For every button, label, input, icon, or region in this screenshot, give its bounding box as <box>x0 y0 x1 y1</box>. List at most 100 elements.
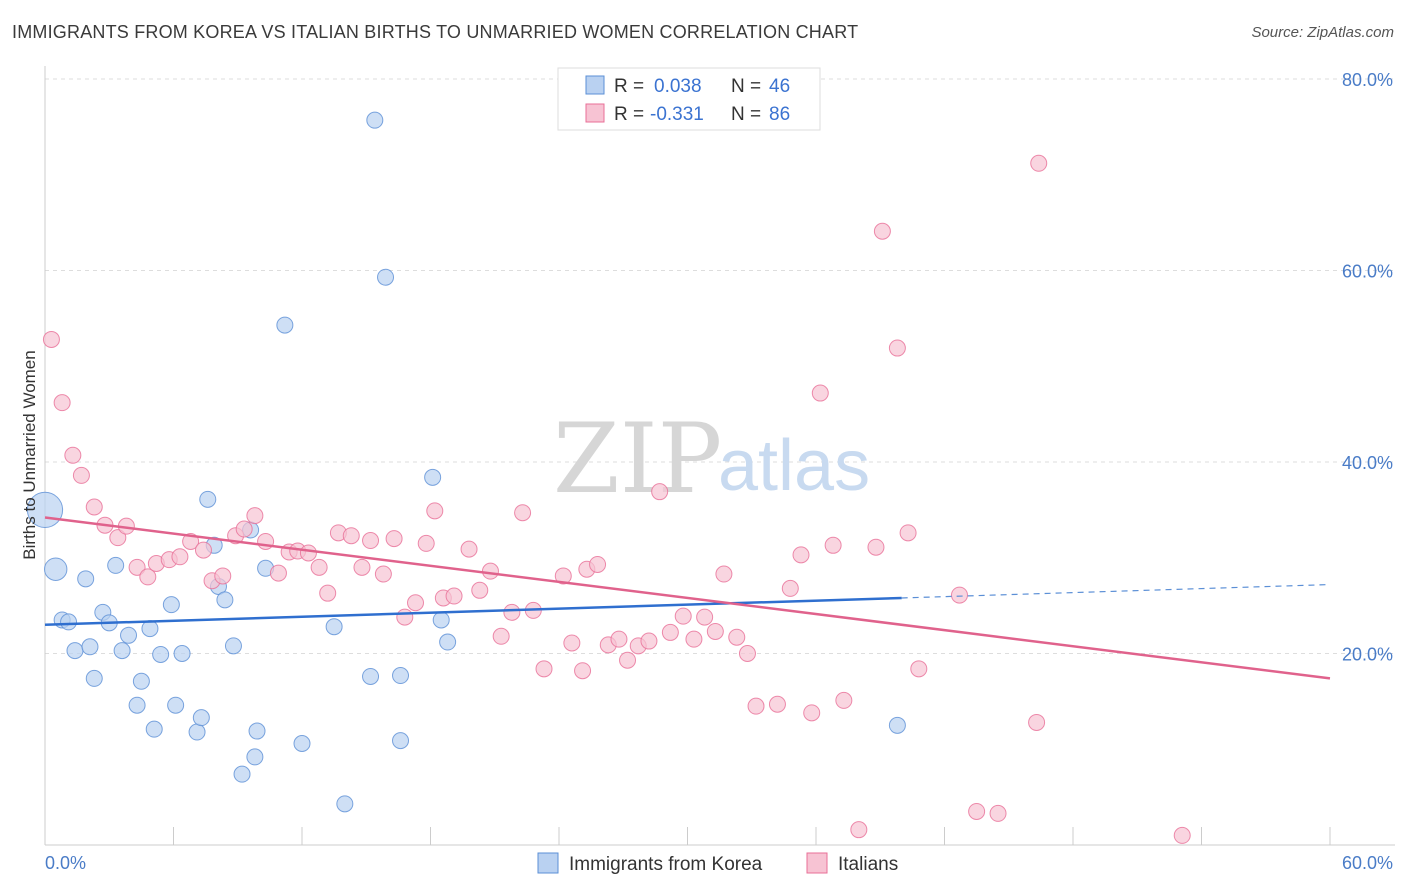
watermark: ZIP atlas <box>553 403 870 515</box>
y-tick-label: 20.0% <box>1342 645 1393 665</box>
italians-point <box>850 821 868 839</box>
italians-point <box>85 498 103 516</box>
italians-point <box>706 622 724 640</box>
italians-point <box>72 466 90 484</box>
legend: R = 0.038 N = 46 R = -0.331 N = 86 <box>557 67 821 131</box>
korea-point <box>162 596 180 614</box>
italians-point <box>824 536 842 554</box>
italians-point <box>674 607 692 625</box>
italians-point <box>619 651 637 669</box>
korea-point <box>366 111 384 129</box>
korea-point <box>120 626 138 644</box>
italians-point <box>407 594 425 612</box>
italians-point <box>747 697 765 715</box>
korea-point <box>77 570 95 588</box>
korea-point <box>85 669 103 687</box>
italians-point <box>640 632 658 650</box>
korea-point <box>128 696 146 714</box>
korea-point <box>888 716 906 734</box>
italians-point <box>246 507 264 525</box>
italians-point <box>299 544 317 562</box>
korea-trend-line <box>44 596 902 627</box>
italians-point <box>589 555 607 573</box>
italians-point <box>269 564 287 582</box>
korea-point <box>246 748 264 766</box>
italians-point <box>471 581 489 599</box>
bottom-legend-swatch-korea <box>537 852 559 874</box>
legend-n-label-1: N = <box>731 76 761 97</box>
italians-point <box>1173 826 1191 844</box>
data-points <box>26 111 1191 844</box>
italians-point <box>715 565 733 583</box>
italians-point <box>235 520 253 538</box>
korea-point <box>132 672 150 690</box>
bottom-legend: Immigrants from Korea Italians <box>537 852 898 875</box>
italians-point <box>867 538 885 556</box>
italians-point <box>385 530 403 548</box>
chart-title: IMMIGRANTS FROM KOREA VS ITALIAN BIRTHS … <box>12 22 859 42</box>
bottom-legend-korea: Immigrants from Korea <box>569 854 763 875</box>
korea-point <box>107 556 125 574</box>
italians-point <box>554 567 572 585</box>
italians-point <box>835 691 853 709</box>
italians-point <box>888 339 906 357</box>
x-tick-label: 0.0% <box>45 853 86 873</box>
korea-point <box>377 268 395 286</box>
italians-point <box>661 623 679 641</box>
italians-point <box>374 565 392 583</box>
italians-point <box>610 630 628 648</box>
korea-trend-extension <box>901 583 1331 599</box>
italians-point <box>950 586 968 604</box>
italians-point <box>696 608 714 626</box>
watermark-atlas: atlas <box>718 426 870 506</box>
italians-point <box>1030 154 1048 172</box>
y-tick-label: 60.0% <box>1342 262 1393 282</box>
legend-n-label-2: N = <box>731 104 761 125</box>
legend-r-label-1: R = <box>614 76 644 97</box>
legend-swatch-italians <box>585 103 605 123</box>
korea-point <box>336 795 354 813</box>
italians-trend-line <box>44 516 1331 680</box>
legend-swatch-korea <box>585 75 605 95</box>
x-tick-labels: 0.0% 60.0% <box>45 853 1393 873</box>
italians-point <box>989 804 1007 822</box>
korea-point <box>44 557 68 581</box>
korea-point <box>424 468 442 486</box>
axes <box>44 66 1395 846</box>
italians-point <box>514 504 532 522</box>
korea-point <box>276 316 294 334</box>
korea-point <box>188 723 206 741</box>
italians-point <box>445 587 463 605</box>
x-tick-label: 60.0% <box>1342 853 1393 873</box>
italians-point <box>171 548 189 566</box>
italians-point <box>139 568 157 586</box>
italians-point <box>685 630 703 648</box>
italians-point <box>109 529 127 547</box>
legend-r-value-1: 0.038 <box>654 76 702 97</box>
korea-point <box>66 642 84 660</box>
legend-r-label-2: R = <box>614 104 644 125</box>
italians-point <box>42 330 60 348</box>
italians-point <box>768 695 786 713</box>
korea-point <box>192 709 210 727</box>
korea-point <box>233 765 251 783</box>
watermark-zip: ZIP <box>553 403 722 515</box>
korea-point <box>392 732 410 750</box>
italians-point <box>460 540 478 558</box>
korea-point <box>60 613 78 631</box>
korea-point <box>145 720 163 738</box>
italians-point <box>503 603 521 621</box>
italians-point <box>426 502 444 520</box>
italians-point <box>53 394 71 412</box>
italians-point <box>873 222 891 240</box>
italians-point <box>899 524 917 542</box>
korea-point <box>248 722 266 740</box>
source-credit: Source: ZipAtlas.com <box>1251 24 1394 41</box>
italians-point <box>214 567 232 585</box>
italians-point <box>342 527 360 545</box>
korea-point <box>216 591 234 609</box>
italians-point <box>64 446 82 464</box>
legend-n-value-1: 46 <box>769 76 790 97</box>
italians-point <box>968 802 986 820</box>
